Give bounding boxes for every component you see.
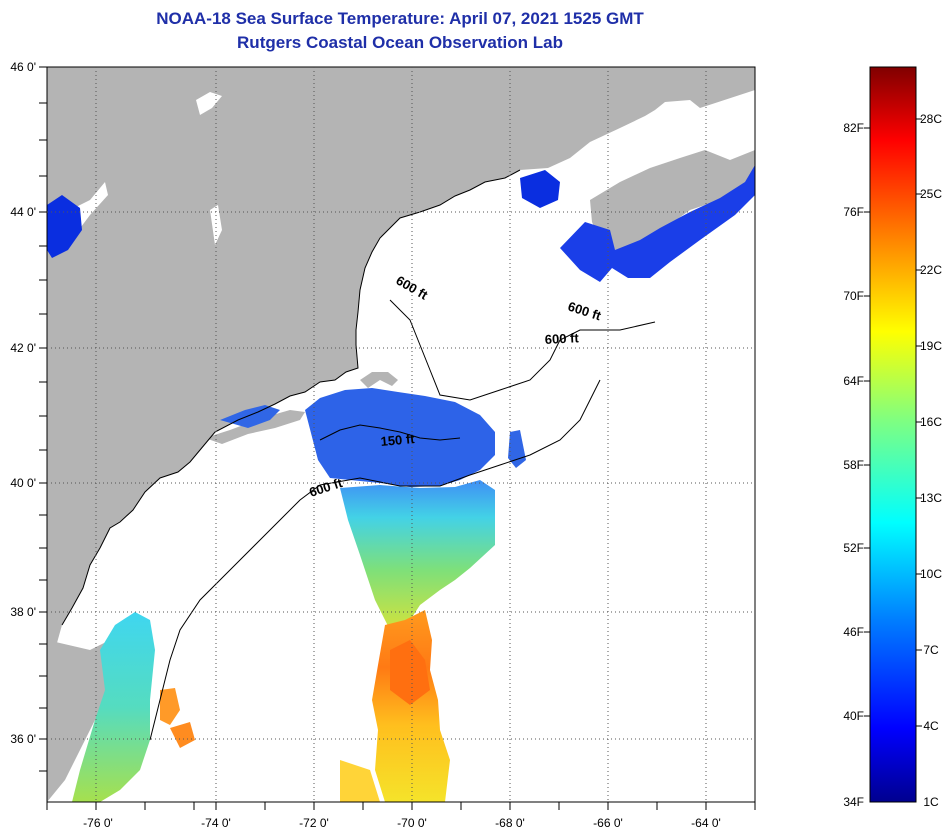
colorbar-f-label: 58F xyxy=(843,458,864,472)
colorbar-c-label: 25C xyxy=(920,187,942,201)
colorbar-c-label: 28C xyxy=(920,112,942,126)
lat-label: 40 0' xyxy=(10,476,36,490)
lake-blue-west xyxy=(47,195,82,258)
contour-600ft-gom xyxy=(389,299,656,401)
lat-label: 36 0' xyxy=(10,732,36,746)
colorbar-c-label: 7C xyxy=(923,643,939,657)
land-delmarva xyxy=(47,640,120,802)
colorbar-c-label: 1C xyxy=(923,795,939,809)
colorbar-c-label: 19C xyxy=(920,339,942,353)
map-title: NOAA-18 Sea Surface Temperature: April 0… xyxy=(156,9,644,28)
map-subtitle: Rutgers Coastal Ocean Observation Lab xyxy=(237,33,563,52)
graticule xyxy=(47,67,755,802)
colorbar-f-label: 52F xyxy=(843,541,864,555)
water-blue-nova-scotia xyxy=(560,165,755,282)
colorbar-f-label: 34F xyxy=(843,795,864,809)
water-chesapeake xyxy=(72,612,155,802)
lon-label: -68 0' xyxy=(495,816,525,830)
colorbar-f-label: 40F xyxy=(843,709,864,723)
axis-ticks xyxy=(39,66,756,810)
colorbar-fahrenheit-labels: 82F 76F 70F 64F 58F 52F 46F 40F 34F xyxy=(843,121,864,809)
water-blue-shelf xyxy=(305,388,495,487)
colorbar-f-label: 64F xyxy=(843,374,864,388)
inland-water xyxy=(196,92,222,115)
lat-label: 38 0' xyxy=(10,605,36,619)
longitude-labels: -76 0' -74 0' -72 0' -70 0' -68 0' -66 0… xyxy=(83,816,721,830)
colorbar-f-label: 76F xyxy=(843,205,864,219)
land-long-island xyxy=(205,410,305,444)
colorbar-celsius-labels: 28C 25C 22C 19C 16C 13C 10C 7C 4C 1C xyxy=(920,112,942,809)
lon-label: -64 0' xyxy=(691,816,721,830)
map-frame xyxy=(46,66,756,803)
colorbar-c-label: 13C xyxy=(920,491,942,505)
lat-label: 46 0' xyxy=(10,60,36,74)
depth-label: 150 ft xyxy=(380,431,416,449)
lon-label: -70 0' xyxy=(397,816,427,830)
land-mainland xyxy=(47,67,755,740)
latitude-labels: 46 0' 44 0' 42 0' 40 0' 38 0' 36 0' xyxy=(10,60,36,746)
land-nova-scotia xyxy=(590,150,755,252)
colorbar-f-label: 46F xyxy=(843,625,864,639)
depth-label: 600 ft xyxy=(544,330,579,347)
colorbar-c-label: 4C xyxy=(923,719,939,733)
lon-label: -74 0' xyxy=(201,816,231,830)
lon-label: -72 0' xyxy=(299,816,329,830)
lon-label: -66 0' xyxy=(593,816,623,830)
colorbar-ticks xyxy=(864,118,922,727)
land-cape-cod xyxy=(360,372,398,388)
lat-label: 42 0' xyxy=(10,341,36,355)
coastline xyxy=(61,169,521,626)
contour-600ft xyxy=(149,379,601,741)
colorbar-c-label: 22C xyxy=(920,263,942,277)
colorbar-c-label: 16C xyxy=(920,415,942,429)
colorbar xyxy=(869,66,917,803)
colorbar-c-label: 10C xyxy=(920,567,942,581)
colorbar-f-label: 70F xyxy=(843,289,864,303)
lat-label: 44 0' xyxy=(10,205,36,219)
contour-150ft xyxy=(319,424,461,441)
lon-label: -76 0' xyxy=(83,816,113,830)
colorbar-f-label: 82F xyxy=(843,121,864,135)
water-warm-plume xyxy=(340,480,495,630)
map-panel xyxy=(47,67,755,802)
